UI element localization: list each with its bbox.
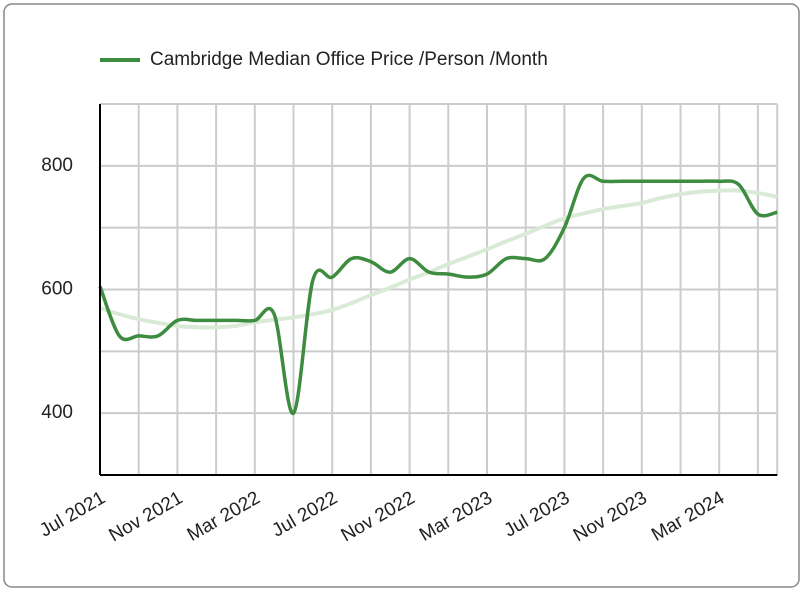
y-tick-label: 400 [41, 402, 73, 423]
legend-label: Cambridge Median Office Price /Person /M… [150, 49, 548, 70]
frame [3, 3, 800, 588]
line [99, 188, 778, 330]
y-tick-label: 800 [41, 155, 73, 176]
line [98, 173, 778, 415]
y-tick-label: 600 [41, 279, 73, 300]
